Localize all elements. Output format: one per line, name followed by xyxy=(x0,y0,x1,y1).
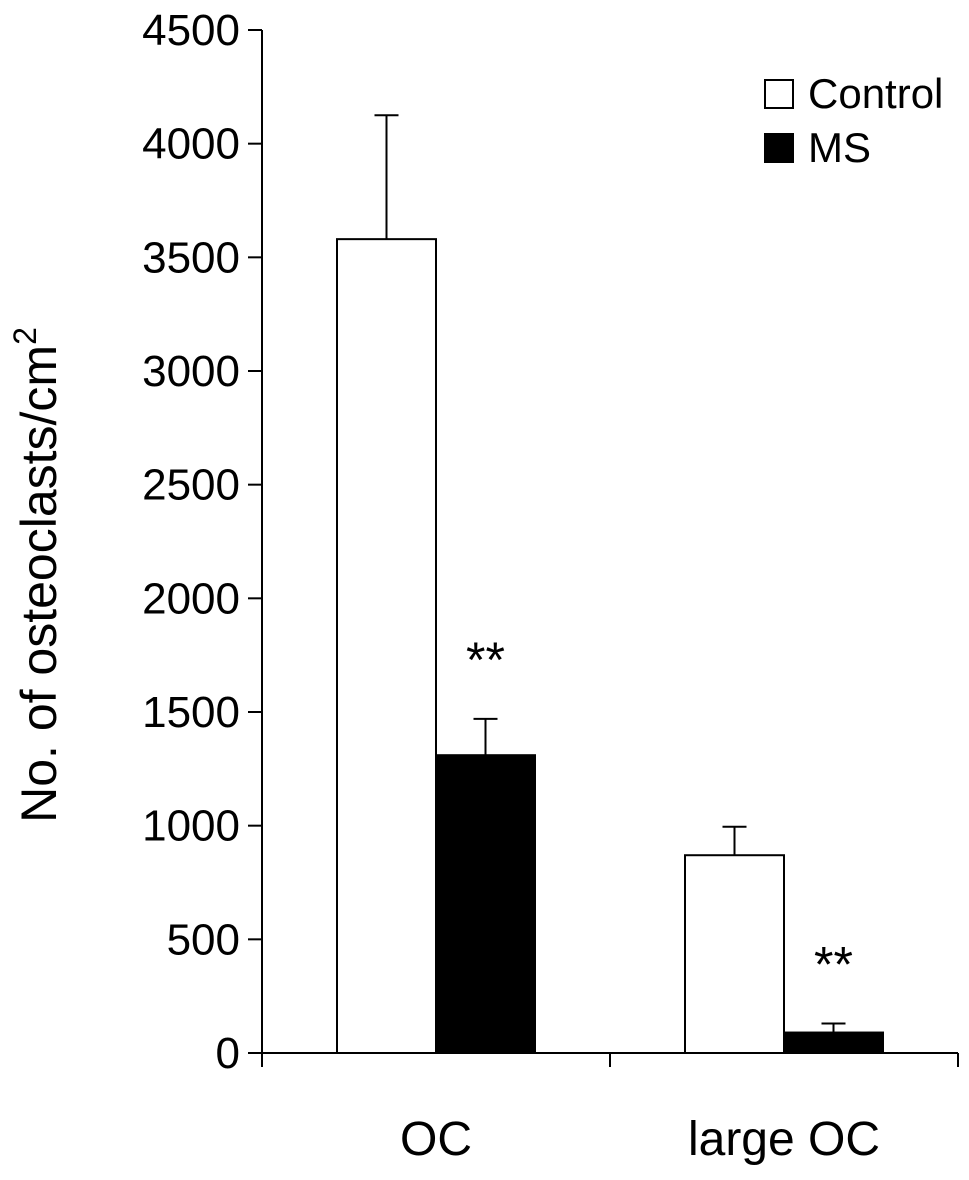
y-tick-label: 0 xyxy=(216,1029,240,1078)
significance-marker: ** xyxy=(814,936,853,992)
x-tick-label: large OC xyxy=(688,1113,880,1166)
bars xyxy=(336,238,884,1055)
y-axis-label: No. of osteoclasts/cm2 xyxy=(7,327,67,823)
bar xyxy=(783,1031,884,1055)
legend: Control MS xyxy=(764,70,943,171)
y-axis-label-text: No. of osteoclasts/cm xyxy=(11,345,67,823)
bar xyxy=(684,854,785,1054)
x-axis-ticks: OC large OC xyxy=(400,1053,959,1166)
legend-swatch xyxy=(764,79,794,109)
significance-marker: ** xyxy=(466,632,505,688)
y-tick-label: 2500 xyxy=(142,461,240,510)
y-tick-label: 500 xyxy=(167,915,240,964)
y-axis-label-superscript: 2 xyxy=(7,327,43,345)
y-tick-label: 1000 xyxy=(142,802,240,851)
bar xyxy=(435,754,536,1055)
y-axis-ticks: 0 500 1000 1500 2000 2500 3000 3500 4000 4500 xyxy=(142,6,262,1078)
error-bars xyxy=(374,114,846,1033)
y-tick-label: 4000 xyxy=(142,120,240,169)
legend-label: MS xyxy=(808,124,871,171)
y-tick-label: 1500 xyxy=(142,688,240,737)
legend-label: Control xyxy=(808,70,943,117)
y-tick-label: 3000 xyxy=(142,347,240,396)
y-tick-label: 4500 xyxy=(142,6,240,55)
y-tick-label: 3500 xyxy=(142,233,240,282)
legend-swatch xyxy=(764,133,794,163)
significance-annotations: ** ** xyxy=(466,632,853,993)
y-tick-label: 2000 xyxy=(142,574,240,623)
x-tick-label: OC xyxy=(400,1113,472,1166)
bar xyxy=(336,238,437,1054)
